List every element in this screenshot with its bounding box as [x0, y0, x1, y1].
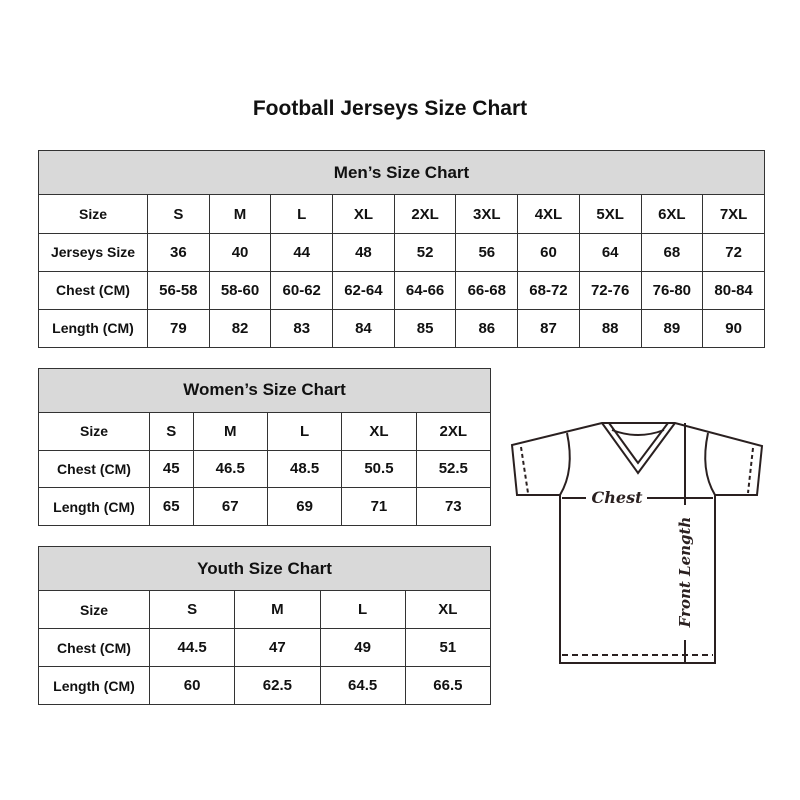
table-cell: 49	[319, 628, 406, 668]
table-cell: 72-76	[578, 270, 642, 310]
table-cell: 73	[415, 487, 492, 526]
table-cell: 62.5	[234, 666, 321, 705]
table-cell: 48.5	[266, 449, 343, 489]
table-cell: L	[270, 194, 334, 234]
table-cell: 85	[393, 308, 457, 349]
front-length-label: Front Length	[676, 517, 694, 629]
table-cell: 68-72	[517, 270, 580, 310]
table-row: Length (CM) 65 67 69 71 73	[38, 487, 492, 526]
chest-label: Chest	[592, 488, 644, 507]
table-cell: 79	[147, 308, 210, 349]
table-row: Size S M L XL 2XL 3XL 4XL 5XL 6XL 7XL	[38, 194, 765, 234]
table-heading: Youth Size Chart	[38, 545, 491, 592]
table-cell: 80-84	[702, 270, 765, 310]
table-cell: 47	[234, 628, 321, 668]
table-cell: 5XL	[578, 194, 642, 234]
table-cell: 88	[578, 308, 642, 349]
table-row: Size S M L XL	[38, 590, 492, 630]
table-row: Chest (CM) 44.5 47 49 51	[38, 628, 492, 668]
table-cell: 4XL	[517, 194, 580, 234]
table-row: Jerseys Size 36 40 44 48 52 56 60 64 68 72	[38, 232, 765, 272]
table-cell: 62-64	[332, 270, 395, 310]
table-cell: 90	[702, 308, 765, 349]
table-cell: 69	[266, 487, 343, 526]
table-cell: 64.5	[319, 666, 406, 705]
table-cell: 84	[332, 308, 395, 349]
row-label: Chest (CM)	[38, 449, 150, 489]
table-cell: 44.5	[148, 628, 236, 668]
table-cell: 50.5	[341, 449, 417, 489]
row-label: Length (CM)	[38, 308, 148, 349]
table-cell: XL	[332, 194, 395, 234]
table-cell: 60-62	[270, 270, 334, 310]
table-cell: 45	[149, 449, 194, 489]
table-cell: 44	[270, 232, 334, 272]
table-cell: S	[148, 590, 236, 630]
jersey-outline	[510, 422, 764, 664]
row-label: Length (CM)	[38, 487, 150, 526]
table-cell: 51	[404, 628, 492, 668]
row-label: Chest (CM)	[38, 628, 150, 668]
table-cell: 36	[147, 232, 210, 272]
row-label: Size	[38, 590, 150, 630]
table-row: Size S M L XL 2XL	[38, 411, 492, 451]
mens-size-table: Men’s Size Chart Size S M L XL 2XL 3XL 4XL 5XL 6XL…	[38, 149, 765, 349]
table-cell: 60	[148, 666, 236, 705]
womens-size-table: Women’s Size Chart Size S M L XL 2XL Chest (CM)…	[38, 368, 492, 526]
row-label: Size	[38, 411, 150, 451]
table-row: Length (CM) 60 62.5 64.5 66.5	[38, 666, 492, 705]
table-cell: 87	[517, 308, 580, 349]
row-label: Jerseys Size	[38, 232, 148, 272]
table-row: Chest (CM) 45 46.5 48.5 50.5 52.5	[38, 449, 492, 489]
table-cell: 48	[332, 232, 395, 272]
table-cell: M	[234, 590, 321, 630]
table-cell: 86	[455, 308, 519, 349]
table-cell: 60	[517, 232, 580, 272]
table-cell: 66.5	[404, 666, 492, 705]
table-cell: 6XL	[640, 194, 704, 234]
table-cell: 52.5	[415, 449, 492, 489]
table-heading: Women’s Size Chart	[38, 368, 491, 413]
table-heading: Men’s Size Chart	[38, 149, 765, 196]
right-sleeve-seam	[704, 432, 716, 496]
collar	[601, 422, 676, 475]
table-cell: L	[319, 590, 406, 630]
table-cell: 67	[192, 487, 268, 526]
page-title: Football Jerseys Size Chart	[252, 97, 528, 120]
table-cell: 82	[208, 308, 272, 349]
table-cell: 66-68	[455, 270, 519, 310]
table-cell: 56-58	[147, 270, 210, 310]
table-cell: 2XL	[415, 411, 492, 451]
table-cell: 64	[578, 232, 642, 272]
table-cell: 7XL	[702, 194, 765, 234]
row-label: Size	[38, 194, 148, 234]
table-cell: XL	[341, 411, 417, 451]
table-cell: 40	[208, 232, 272, 272]
table-cell: 71	[341, 487, 417, 526]
table-row: Length (CM) 79 82 83 84 85 86 87 88 89 90	[38, 308, 765, 349]
table-cell: 68	[640, 232, 704, 272]
table-cell: M	[192, 411, 268, 451]
youth-size-table: Youth Size Chart Size S M L XL Chest (CM) 44.5 4…	[38, 545, 492, 705]
left-sleeve-seam	[559, 432, 571, 496]
table-cell: 76-80	[640, 270, 704, 310]
table-cell: 65	[149, 487, 194, 526]
